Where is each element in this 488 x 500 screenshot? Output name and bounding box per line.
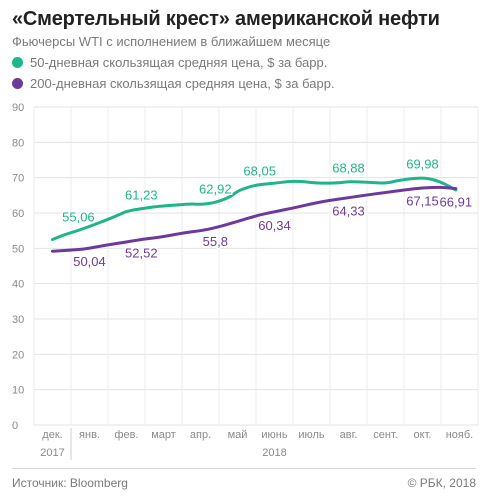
year-label: 2018 <box>262 447 286 459</box>
data-label: 67,01 <box>440 194 473 209</box>
legend-label-200-day: 200-дневная скользящая средняя цена, $ з… <box>30 76 335 91</box>
chart-subtitle: Фьючерсы WTI с исполнением в ближайшем м… <box>12 34 331 49</box>
x-tick-label: дек. <box>42 429 62 441</box>
y-tick-label: 10 <box>12 385 24 397</box>
y-tick-label: 50 <box>12 243 24 255</box>
x-tick-label: март <box>151 429 176 441</box>
x-tick-label: окт. <box>414 429 432 441</box>
x-tick-label: сент. <box>373 429 398 441</box>
x-tick-label: нояб. <box>446 429 474 441</box>
chart-title: «Смертельный крест» американской нефти <box>12 8 440 30</box>
source-note: Источник: Bloomberg <box>12 476 128 490</box>
data-label: 50,04 <box>73 254 106 269</box>
legend-item-50-day: 50-дневная скользящая средняя цена, $ за… <box>12 55 327 70</box>
data-label: 67,15 <box>406 194 439 209</box>
x-tick-label: фев. <box>114 429 138 441</box>
x-tick-label: июнь <box>261 429 287 441</box>
data-label: 68,05 <box>243 164 276 179</box>
data-label: 69,98 <box>406 157 439 172</box>
series-line-200-day <box>51 185 458 253</box>
data-label: 60,34 <box>258 218 291 233</box>
legend-dot-200-day <box>12 78 23 89</box>
footer-divider <box>12 468 476 469</box>
x-tick-label: июль <box>298 429 325 441</box>
x-tick-label: май <box>228 429 248 441</box>
legend-dot-50-day <box>12 57 23 68</box>
series-line-50-day <box>51 176 458 241</box>
y-tick-label: 80 <box>12 137 24 149</box>
y-tick-label: 40 <box>12 279 24 291</box>
legend-label-50-day: 50-дневная скользящая средняя цена, $ за… <box>30 55 328 70</box>
y-tick-label: 90 <box>12 102 24 114</box>
y-tick-label: 70 <box>12 173 24 185</box>
y-tick-label: 0 <box>12 420 18 432</box>
x-tick-label: янв. <box>79 429 100 441</box>
data-label: 61,23 <box>125 188 158 203</box>
data-label: 62,92 <box>199 182 232 197</box>
data-label: 66,91 <box>440 195 473 210</box>
legend-item-200-day: 200-дневная скользящая средняя цена, $ з… <box>12 76 335 91</box>
year-label: 2017 <box>40 447 64 459</box>
y-tick-label: 30 <box>12 314 24 326</box>
data-label: 55,06 <box>62 209 95 224</box>
data-label: 64,33 <box>332 204 365 219</box>
y-tick-label: 20 <box>12 349 24 361</box>
data-label: 55,8 <box>203 234 228 249</box>
data-label: 52,52 <box>125 245 158 260</box>
y-tick-label: 60 <box>12 208 24 220</box>
copyright-note: © РБК, 2018 <box>407 476 476 490</box>
x-tick-label: апр. <box>190 429 211 441</box>
x-tick-label: авг. <box>340 429 358 441</box>
data-label: 68,88 <box>332 161 365 176</box>
